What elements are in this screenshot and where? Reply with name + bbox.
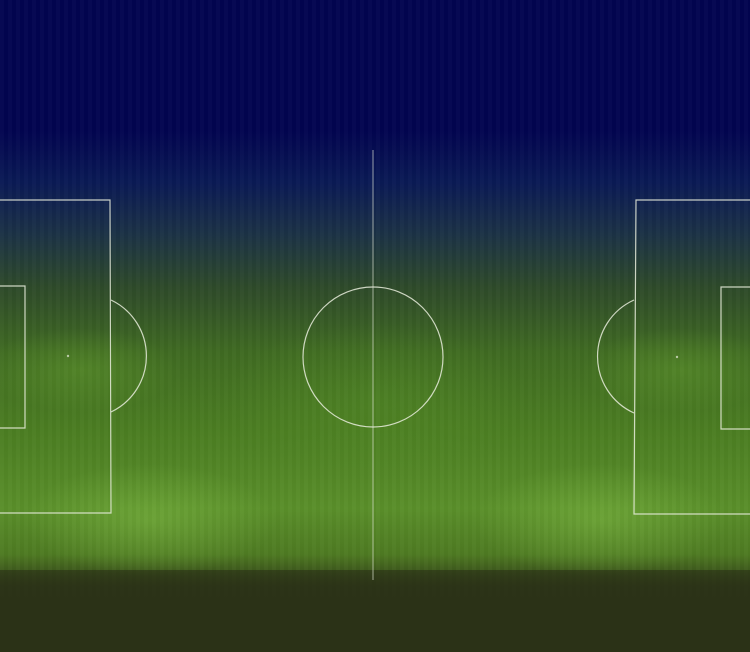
left-penalty-spot — [67, 355, 69, 357]
left-penalty-arc — [111, 300, 146, 412]
left-penalty-box — [0, 200, 111, 513]
right-penalty-spot — [676, 356, 678, 358]
right-penalty-arc — [598, 300, 634, 413]
right-goal-area — [721, 287, 750, 429]
right-penalty-box — [634, 200, 750, 514]
left-goal-area — [0, 286, 25, 428]
